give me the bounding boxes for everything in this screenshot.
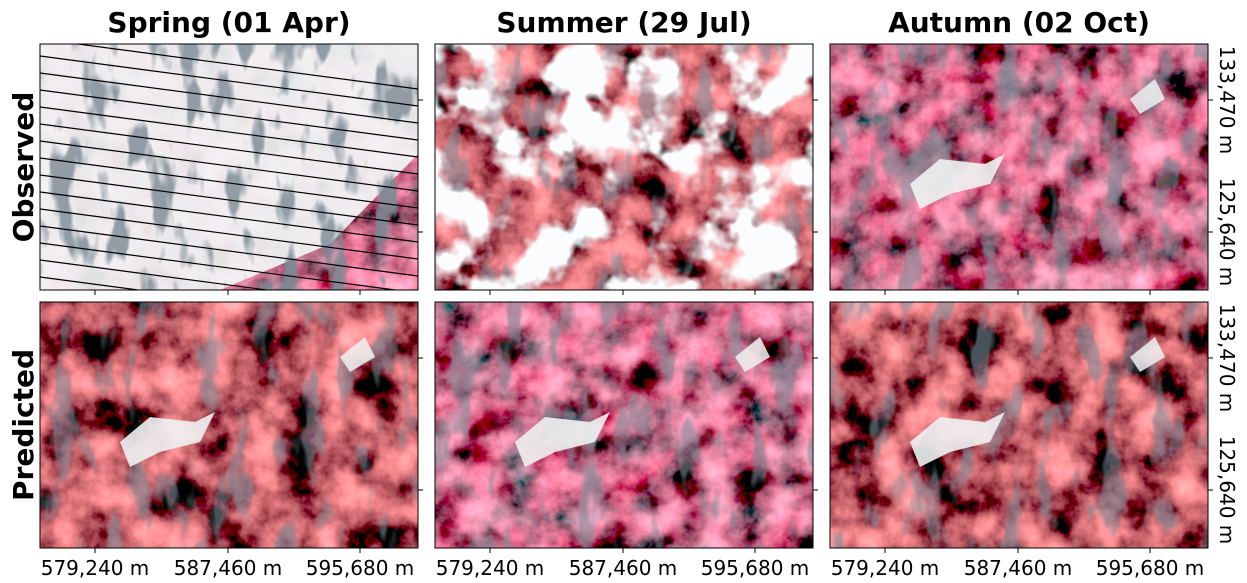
- column-title: Spring (01 Apr): [107, 6, 350, 39]
- image-panel: [435, 302, 818, 553]
- image-panel: [40, 302, 423, 553]
- image-panel: [435, 44, 818, 295]
- x-tick-label: 579,240 m: [831, 556, 940, 580]
- column-title: Summer (29 Jul): [496, 6, 751, 39]
- shadow-layer: [830, 44, 1208, 290]
- image: [830, 44, 1208, 290]
- image: [435, 302, 813, 548]
- cloud-layer: [435, 44, 813, 290]
- row-label: Predicted: [7, 349, 40, 501]
- x-tick-label: 587,460 m: [174, 556, 283, 580]
- x-tick-label: 579,240 m: [41, 556, 150, 580]
- image: [435, 44, 813, 290]
- y-tick-label: 133,470 m: [1215, 46, 1239, 155]
- x-tick-label: 595,680 m: [1096, 556, 1205, 580]
- shadow-layer: [830, 302, 1208, 548]
- x-tick-label: 587,460 m: [964, 556, 1073, 580]
- x-tick-label: 587,460 m: [569, 556, 678, 580]
- x-tick-label: 579,240 m: [436, 556, 545, 580]
- image: [40, 302, 418, 548]
- shadow-layer: [40, 302, 418, 548]
- y-tick-label: 125,640 m: [1215, 178, 1239, 287]
- y-tick-label: 133,470 m: [1215, 304, 1239, 413]
- x-tick-label: 595,680 m: [701, 556, 810, 580]
- y-tick-label: 125,640 m: [1215, 436, 1239, 545]
- x-tick-label: 595,680 m: [306, 556, 415, 580]
- image-panel: [830, 44, 1213, 295]
- image: [40, 39, 418, 344]
- shadow-layer: [435, 302, 813, 548]
- row-label: Observed: [7, 92, 40, 243]
- image-panel: [40, 39, 423, 344]
- figure: Spring (01 Apr) 579,240 m 587,460 m 595,680…: [0, 0, 1247, 583]
- page: Spring (01 Apr) 579,240 m 587,460 m 595,680…: [0, 0, 1247, 583]
- column-title: Autumn (02 Oct): [888, 6, 1150, 39]
- image: [830, 302, 1208, 548]
- image-panel: [830, 302, 1213, 553]
